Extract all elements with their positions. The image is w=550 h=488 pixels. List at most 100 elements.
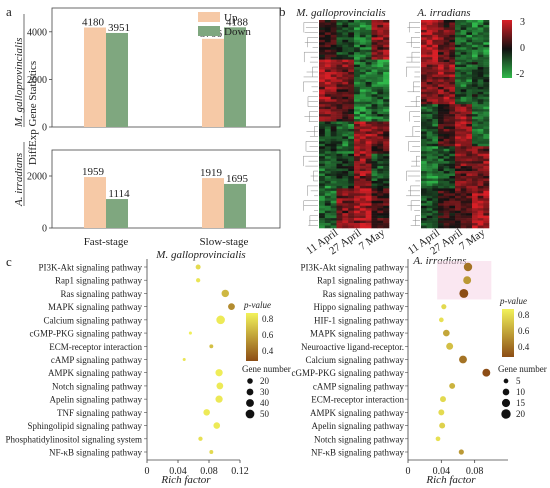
heatmap-cell	[342, 24, 349, 28]
heatmap-cell	[383, 27, 390, 31]
heatmap-cell	[460, 193, 467, 197]
heatmap-cell	[354, 166, 361, 169]
heatmap-cell	[324, 146, 331, 150]
bubble-point	[203, 409, 210, 416]
bar-category-label: Fast-stage	[84, 236, 129, 248]
heatmap-cell	[438, 84, 444, 88]
heatmap-cell	[449, 141, 456, 145]
heatmap-cell	[377, 89, 384, 93]
heatmap-cell	[371, 64, 378, 68]
heatmap-cell	[455, 141, 461, 145]
heatmap-cell	[438, 101, 444, 105]
heatmap-cell	[426, 183, 433, 187]
heatmap-cell	[432, 148, 439, 152]
heatmap-cell	[421, 111, 427, 115]
heatmap-cell	[324, 213, 331, 216]
heatmap-cell	[359, 156, 366, 159]
heatmap-cell	[432, 69, 439, 73]
heatmap-cell	[324, 126, 331, 130]
heatmap-cell	[359, 136, 366, 140]
heatmap-cell	[354, 190, 361, 194]
heatmap-cell	[342, 220, 349, 224]
heatmap-cell	[443, 79, 450, 83]
heatmap-cell	[426, 91, 433, 95]
heatmap-cell	[324, 57, 331, 60]
heatmap-cell	[449, 99, 456, 103]
heatmap-cell	[359, 79, 366, 83]
heatmap-cell	[336, 20, 343, 23]
heatmap-cell	[330, 138, 337, 142]
heatmap-cell	[460, 213, 467, 216]
heatmap-cell	[348, 225, 355, 229]
heatmap-cell	[365, 79, 372, 83]
heatmap-cell	[460, 225, 467, 229]
heatmap-cell	[432, 121, 439, 125]
heatmap-cell	[383, 163, 390, 167]
heatmap-cell	[426, 225, 433, 229]
heatmap-cell	[438, 205, 444, 209]
heatmap-cell	[365, 101, 372, 105]
heatmap-cell	[371, 153, 378, 157]
heatmap-cell	[324, 163, 331, 167]
heatmap-cell	[438, 81, 444, 85]
heatmap-cell	[466, 168, 473, 172]
heatmap-cell	[432, 173, 439, 177]
heatmap-cell	[354, 205, 361, 209]
heatmap-cell	[324, 101, 331, 105]
bubble-point	[441, 304, 447, 310]
heatmap-cell	[354, 101, 361, 105]
heatmap-cell	[330, 96, 337, 100]
heatmap-cell	[319, 37, 326, 41]
heatmap-cell	[432, 74, 439, 78]
heatmap-cell	[443, 158, 450, 162]
heatmap-cell	[383, 34, 390, 38]
heatmap-cell	[365, 69, 372, 73]
heatmap-cell	[371, 47, 378, 51]
bubble-point	[446, 342, 454, 350]
heatmap-cell	[455, 146, 461, 150]
heatmap-cell	[432, 141, 439, 145]
heatmap-cell	[449, 24, 456, 28]
heatmap-cell	[324, 74, 331, 78]
heatmap-cell	[365, 89, 372, 93]
heatmap-cell	[336, 86, 343, 90]
heatmap-cell	[460, 195, 467, 199]
heatmap-cell	[359, 104, 366, 107]
heatmap-cell	[324, 91, 331, 95]
heatmap-cell	[359, 151, 366, 155]
heatmap-cell	[371, 79, 378, 83]
heatmap-cell	[466, 79, 473, 83]
heatmap-cell	[421, 29, 427, 33]
heatmap-cell	[449, 81, 456, 85]
heatmap-cell	[383, 101, 390, 105]
heatmap-cell	[443, 76, 450, 80]
heatmap-cell	[466, 101, 473, 105]
heatmap-cell	[371, 133, 378, 137]
heatmap-cell	[365, 156, 372, 159]
heatmap-cell	[342, 183, 349, 187]
heatmap-cell	[342, 138, 349, 142]
heatmap-cell	[377, 176, 384, 179]
heatmap-cell	[466, 29, 473, 33]
heatmap-cell	[371, 24, 378, 28]
heatmap-cell	[377, 124, 384, 127]
heatmap-cell	[443, 121, 450, 125]
heatmap-cell	[472, 96, 478, 100]
heatmap-cell	[460, 109, 467, 112]
heatmap-cell	[438, 69, 444, 73]
heatmap-cell	[348, 94, 355, 98]
heatmap-cell	[319, 180, 326, 184]
heatmap-cell	[348, 96, 355, 100]
heatmap-cell	[383, 173, 390, 177]
heatmap-cell	[483, 22, 490, 26]
heatmap-cell	[342, 176, 349, 179]
y-tick-label: 4000	[27, 27, 47, 38]
heatmap-cell	[472, 173, 478, 177]
heatmap-cell	[371, 200, 378, 204]
heatmap-cell	[438, 99, 444, 103]
heatmap-cell	[354, 79, 361, 83]
heatmap-cell	[365, 138, 372, 142]
heatmap-cell	[426, 20, 433, 23]
heatmap-cell	[342, 104, 349, 107]
heatmap-cell	[354, 168, 361, 172]
